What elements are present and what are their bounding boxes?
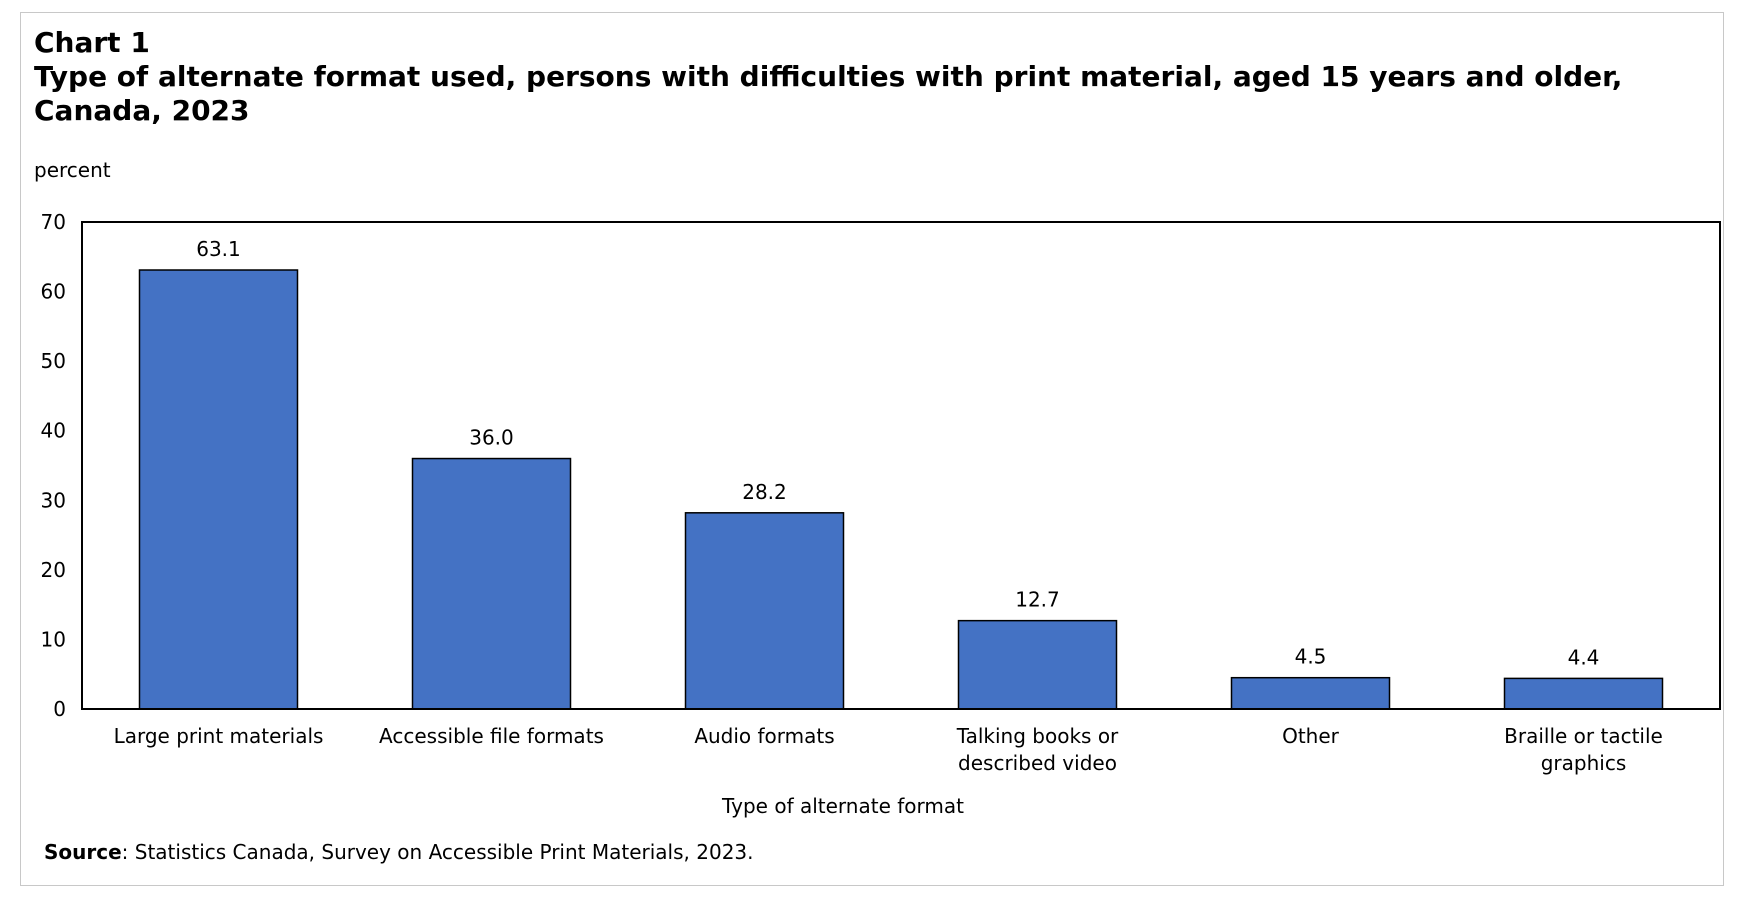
plot-area xyxy=(81,221,1721,710)
bar-data-label: 12.7 xyxy=(1015,588,1060,612)
y-tick-label: 0 xyxy=(53,697,66,721)
bar xyxy=(957,619,1118,710)
bar-data-label: 28.2 xyxy=(742,480,787,504)
y-tick-label: 30 xyxy=(41,488,66,512)
bar xyxy=(684,512,845,710)
bar xyxy=(411,457,572,710)
y-tick-label: 60 xyxy=(41,280,66,304)
y-tick-label: 40 xyxy=(41,419,66,443)
source-text: : Statistics Canada, Survey on Accessibl… xyxy=(121,840,754,864)
x-axis-title: Type of alternate format xyxy=(721,794,964,818)
source-note: Source: Statistics Canada, Survey on Acc… xyxy=(44,840,754,864)
chart-subtitle: Type of alternate format used, persons w… xyxy=(34,60,1623,127)
bar-data-label: 63.1 xyxy=(196,237,241,261)
y-tick-label: 50 xyxy=(41,349,66,373)
y-tick-label: 70 xyxy=(41,210,66,234)
bar xyxy=(1230,676,1391,710)
y-axis-ticks: 0 10 20 30 40 50 60 70 xyxy=(41,210,66,721)
bar xyxy=(1503,677,1664,710)
bars xyxy=(138,269,1664,710)
bar-data-labels: 63.1 36.0 28.2 12.7 4.5 4.4 xyxy=(196,237,1599,669)
x-axis-ticks: Large print materials Accessible file for… xyxy=(114,724,1663,775)
x-tick-label: Audio formats xyxy=(694,724,834,748)
chart-title: Chart 1 xyxy=(34,26,150,59)
x-tick-label: Braille or tactile graphics xyxy=(1504,724,1663,775)
x-tick-label: Large print materials xyxy=(114,724,324,748)
y-tick-label: 20 xyxy=(41,558,66,582)
chart-frame xyxy=(20,12,1724,886)
bar-data-label: 36.0 xyxy=(469,426,514,450)
x-tick-label: Accessible file formats xyxy=(379,724,604,748)
bar xyxy=(138,269,299,710)
x-tick-label: Talking books or described video xyxy=(956,724,1119,775)
bar-data-label: 4.5 xyxy=(1295,645,1327,669)
bar-data-label: 4.4 xyxy=(1568,645,1600,669)
x-tick-label: Other xyxy=(1282,724,1340,748)
y-tick-label: 10 xyxy=(41,627,66,651)
y-axis-title: percent xyxy=(34,158,111,182)
source-label: Source xyxy=(44,840,122,864)
